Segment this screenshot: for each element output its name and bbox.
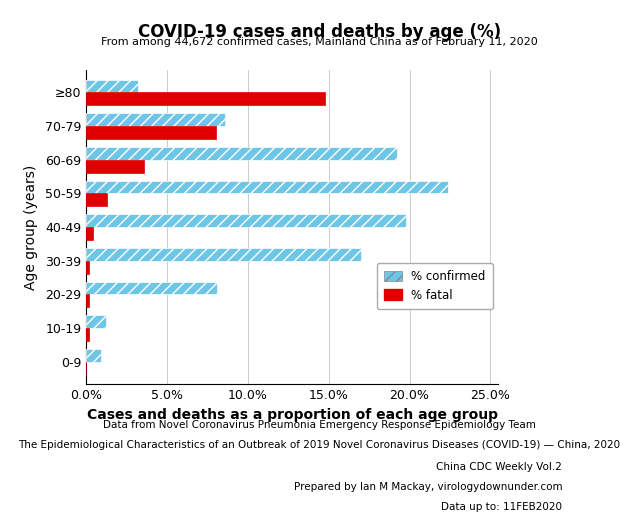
Bar — [86, 294, 89, 307]
Bar — [86, 282, 217, 294]
Bar — [86, 349, 101, 362]
Bar — [86, 214, 406, 227]
Bar — [86, 79, 138, 92]
Text: COVID-19 cases and deaths by age (%): COVID-19 cases and deaths by age (%) — [138, 23, 501, 41]
Text: Data up to: 11FEB2020: Data up to: 11FEB2020 — [442, 502, 562, 512]
Bar — [86, 126, 215, 139]
Bar — [86, 261, 89, 274]
Text: From among 44,672 confirmed cases, Mainland China as of February 11, 2020: From among 44,672 confirmed cases, Mainl… — [101, 37, 538, 46]
X-axis label: Cases and deaths as a proportion of each age group: Cases and deaths as a proportion of each… — [87, 409, 498, 422]
Bar — [86, 92, 325, 105]
Text: China CDC Weekly Vol.2: China CDC Weekly Vol.2 — [436, 462, 562, 472]
Bar — [86, 193, 107, 206]
Text: Prepared by Ian M Mackay, virologydownunder.com: Prepared by Ian M Mackay, virologydownun… — [294, 482, 562, 492]
Text: The Epidemiological Characteristics of an Outbreak of 2019 Novel Coronavirus Dis: The Epidemiological Characteristics of a… — [19, 440, 620, 450]
Text: Data from Novel Coronavirus Pneumonia Emergency Response Epidemiology Team: Data from Novel Coronavirus Pneumonia Em… — [103, 420, 536, 430]
Bar — [86, 113, 226, 126]
Bar — [86, 147, 397, 160]
Bar — [86, 227, 93, 240]
Y-axis label: Age group (years): Age group (years) — [24, 164, 38, 290]
Legend: % confirmed, % fatal: % confirmed, % fatal — [377, 263, 493, 309]
Bar — [86, 315, 105, 328]
Bar — [86, 181, 449, 193]
Bar — [86, 328, 89, 341]
Bar — [86, 160, 144, 172]
Bar — [86, 248, 361, 261]
